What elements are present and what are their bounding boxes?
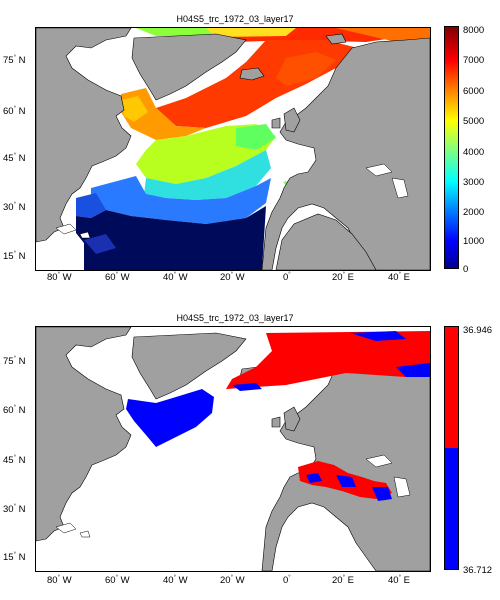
top-colorbar	[444, 26, 459, 269]
top-colorbar-label-0: 0	[463, 264, 469, 275]
top-map-svg	[36, 28, 430, 270]
bottom-colorbar-label-high: 36.946	[463, 325, 493, 336]
top-caribbean-islands	[55, 223, 91, 239]
top-lat-label-60: 60° N	[3, 106, 26, 117]
top-lon-label-60w: 60° W	[105, 272, 130, 283]
bottom-lat-label-60: 60° N	[3, 405, 26, 416]
bottom-lat-label-30: 30° N	[3, 504, 26, 515]
top-colorbar-label-1000: 1000	[463, 236, 485, 247]
top-lat-label-75: 75° N	[3, 55, 26, 66]
bottom-lon-label-20e: 20° E	[332, 575, 354, 586]
bottom-lon-label-40e: 40° E	[388, 575, 410, 586]
bottom-lat-label-45: 45° N	[3, 455, 26, 466]
top-lon-label-20w: 20° W	[220, 272, 245, 283]
top-colorbar-label-3000: 3000	[463, 177, 485, 188]
bottom-lon-label-0: 0°	[283, 575, 291, 586]
top-lat-label-45: 45° N	[3, 153, 26, 164]
bottom-class-field	[126, 331, 430, 501]
top-map-frame	[35, 27, 431, 271]
bottom-lon-label-40w: 40° W	[163, 575, 188, 586]
top-colorbar-label-5000: 5000	[463, 116, 485, 127]
bottom-lat-label-75: 75° N	[3, 356, 26, 367]
top-lon-label-40w: 40° W	[163, 272, 188, 283]
bottom-caribbean-islands	[55, 522, 91, 538]
top-inland-seas	[365, 163, 409, 199]
top-lat-label-30: 30° N	[3, 202, 26, 213]
bottom-colorbar-label-low: 36.712	[463, 565, 493, 576]
top-lon-label-80w: 80° W	[47, 272, 72, 283]
top-colorbar-label-7000: 7000	[463, 55, 485, 66]
bottom-lat-label-15: 15° N	[3, 552, 26, 563]
top-lon-label-0: 0°	[283, 272, 291, 283]
top-lon-label-40e: 40° E	[388, 272, 410, 283]
top-colorbar-label-2000: 2000	[463, 207, 485, 218]
top-lon-label-20e: 20° E	[332, 272, 354, 283]
top-colorbar-label-4000: 4000	[463, 147, 485, 158]
bottom-map-title: H04S5_trc_1972_03_layer17	[176, 313, 294, 323]
bottom-map-frame	[35, 326, 431, 572]
bottom-lon-label-60w: 60° W	[105, 575, 130, 586]
bottom-map-svg	[36, 327, 430, 571]
top-map-title: H04S5_trc_1972_03_layer17	[176, 14, 294, 24]
top-landmass	[36, 28, 430, 270]
top-colorbar-label-6000: 6000	[463, 86, 485, 97]
bottom-colorbar	[444, 326, 459, 570]
bottom-colorbar-class-low	[445, 448, 458, 569]
bottom-lon-label-20w: 20° W	[220, 575, 245, 586]
top-lat-label-15: 15° N	[3, 251, 26, 262]
bottom-inland-seas	[365, 454, 411, 498]
bottom-lon-label-80w: 80° W	[47, 575, 72, 586]
top-colorbar-label-8000: 8000	[463, 25, 485, 36]
bottom-colorbar-class-high	[445, 327, 458, 448]
